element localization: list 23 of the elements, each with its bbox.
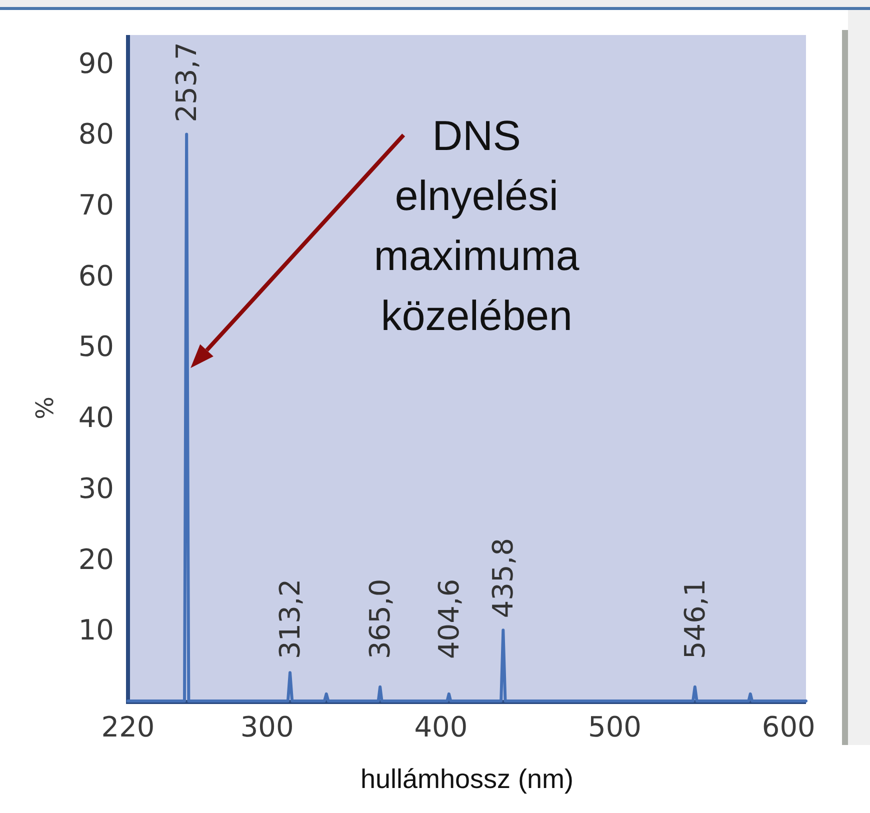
annotation: 253,7 [170,42,204,122]
y-tick-label: 10 [78,614,114,647]
x-tick-label: 300 [240,710,294,744]
y-tick-label: 80 [78,118,114,151]
y-axis-title: % [31,396,59,420]
y-tick-label: 70 [78,188,114,222]
annotation: 404,6 [432,578,466,659]
annotation: 435,8 [486,538,520,618]
x-tick-label: 220 [101,710,155,744]
x-axis-title: hullámhossz (nm) [360,764,574,794]
annotation: 365,0 [364,578,397,659]
y-tick-label: 60 [78,259,114,292]
y-tick-label: 90 [78,46,114,80]
annotation: DNS elnyelési maximuma közelében [374,112,580,339]
x-tick-label: 600 [762,710,816,744]
y-tick-label: 30 [78,472,114,505]
annotation: 546,1 [678,578,712,659]
x-tick-label: 400 [414,710,468,744]
x-tick-label: 500 [588,710,642,744]
y-tick-label: 50 [78,330,114,364]
annotation: 313,2 [274,578,307,659]
y-tick-label: 20 [78,542,114,576]
y-tick-label: 40 [78,401,114,434]
